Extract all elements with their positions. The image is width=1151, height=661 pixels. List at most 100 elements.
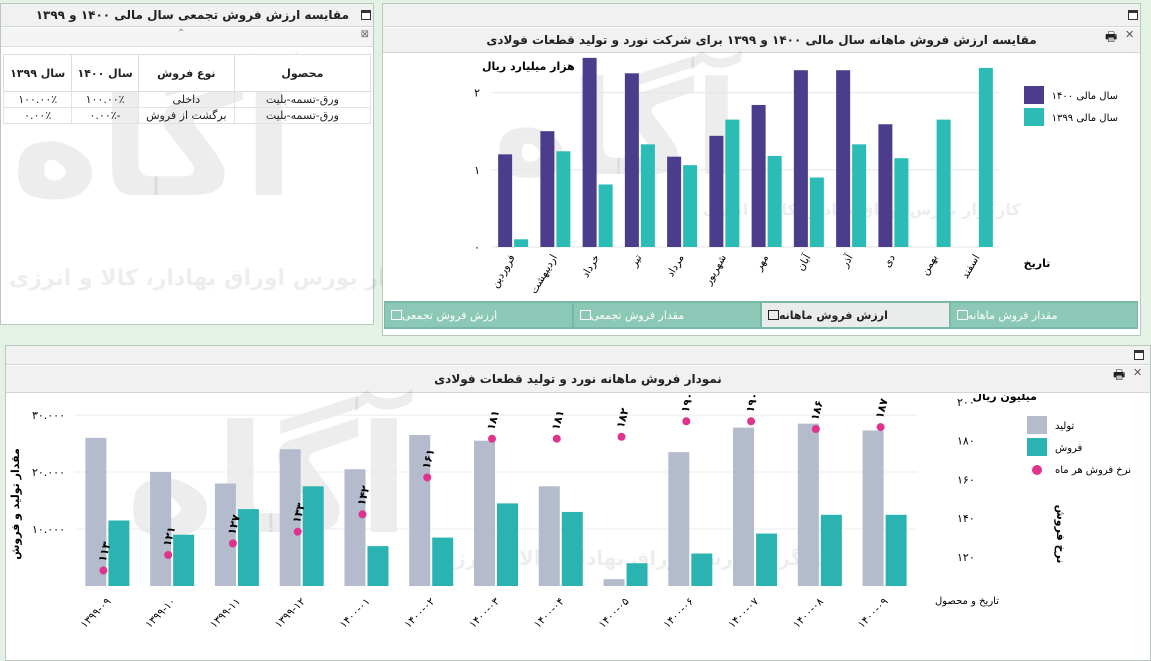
rate-point	[876, 423, 885, 432]
tab-monthly-quantity[interactable]: مقدار فروش ماهانه	[950, 303, 1137, 327]
rate-point	[747, 417, 756, 426]
rate-label: ۱۲۱	[160, 525, 178, 548]
bar-production	[409, 435, 431, 586]
collapse-icon[interactable]: ⌃	[177, 28, 186, 39]
x-tick-label: تیر	[628, 252, 645, 269]
maximize-icon[interactable]	[1128, 10, 1138, 20]
bar-1399	[978, 67, 993, 247]
bar-production	[538, 486, 560, 586]
y-right-tick-label: ۱۲۰	[957, 551, 975, 564]
y-tick-label: ۲	[474, 87, 480, 100]
bar-sales	[367, 546, 389, 586]
bar-sales	[173, 534, 195, 586]
cell-product: ورق-تسمه-بلیت	[233, 107, 372, 124]
production-sales-chart: ۱۰.۰۰۰ ۲۰.۰۰۰ ۳۰.۰۰۰ ۱۲۰ ۱۴۰ ۱۶۰ ۱۸۰ ۲۰۰ مقدار ت…	[9, 394, 1131, 631]
bar-1400	[498, 154, 513, 247]
x-tick-label: ۱۴۰۰-۰۲	[402, 595, 437, 630]
tab-monthly-value[interactable]: ارزش فروش ماهانه	[762, 303, 949, 327]
table-panel-title: مقایسه ارزش فروش تجمعی سال مالی ۱۴۰۰ و ۱…	[35, 8, 349, 22]
maximize-icon[interactable]	[1134, 350, 1144, 360]
rate-label: ۱۸۲	[614, 406, 632, 429]
x-axis-title: تاریخ	[1024, 257, 1051, 270]
table-panel-header	[1, 4, 373, 27]
bottom-panel-header	[6, 346, 1150, 365]
col-header-product[interactable]: محصول	[233, 54, 372, 92]
legend-label: تولید	[1055, 421, 1074, 432]
x-tick-label: ۱۴۰۰-۰۶	[661, 596, 696, 631]
close-icon[interactable]: ⊠	[360, 29, 369, 40]
export-icon[interactable]: ✕	[1133, 366, 1143, 379]
bar-1399	[683, 165, 698, 247]
bar-chart-icon	[956, 310, 968, 320]
rate-label: ۱۳۳	[290, 501, 308, 524]
rate-point	[99, 566, 108, 575]
monthly-panel-header	[383, 4, 1140, 27]
col-header-1399[interactable]: سال ۱۳۹۹	[2, 54, 73, 92]
x-tick-label: ۱۴۰۰-۰۳	[467, 595, 502, 630]
watermark-text: کارگزار بورس اوراق بهادار، کالا و انرژی	[9, 266, 446, 291]
y-axis-title: هزار میلیارد ریال	[482, 60, 575, 73]
bar-1399	[598, 184, 613, 247]
y-tick-label: ۰	[474, 241, 480, 254]
rate-label: ۱۴۲	[355, 484, 373, 507]
export-icon[interactable]: ✕	[1125, 28, 1135, 41]
x-tick-label: ۱۴۰۰-۰۸	[791, 595, 826, 630]
bar-sales	[432, 537, 454, 586]
y-right-unit: میلیون ریال	[972, 394, 1037, 403]
table-row[interactable]: ورق-تسمه-بلیت داخلی ۱۰۰.۰۰٪ ۱۰۰.۰۰٪	[2, 91, 372, 108]
rate-point	[682, 417, 691, 426]
col-header-1400[interactable]: سال ۱۴۰۰	[71, 54, 139, 92]
y-right-tick-label: ۱۸۰	[957, 435, 975, 448]
x-tick-label: بهمن	[919, 253, 940, 278]
legend-label: نرخ فروش هر ماه	[1055, 465, 1131, 476]
x-tick-label: ۱۳۹۹-۱۰	[143, 596, 178, 631]
cell-1399: ۰.۰۰٪	[2, 107, 73, 124]
maximize-icon[interactable]	[361, 10, 371, 20]
bar-production	[797, 423, 819, 586]
rate-point	[488, 434, 496, 443]
col-header-sale-type[interactable]: نوع فروش	[137, 54, 235, 92]
x-tick-label: آذر	[838, 251, 857, 270]
bar-1400	[709, 135, 724, 247]
tab-cumulative-quantity[interactable]: مقدار فروش تجمعی	[573, 303, 760, 327]
rate-label: ۱۸۱	[549, 409, 567, 432]
x-tick-label: مرداد	[664, 253, 686, 280]
cell-product: ورق-تسمه-بلیت	[233, 91, 372, 108]
y-tick-label: ۱	[474, 164, 480, 177]
bottom-chart-title: نمودار فروش ماهانه نورد و تولید قطعات فو…	[6, 366, 1150, 393]
y-left-axis-title: مقدار تولید و فروش	[9, 448, 22, 560]
rate-point	[228, 539, 237, 548]
rate-label: ۱۹۰	[743, 394, 761, 414]
bar-1399	[809, 177, 824, 247]
rate-label: ۱۲۷	[225, 513, 243, 536]
bar-sales	[820, 514, 842, 586]
rate-point	[293, 527, 302, 536]
cell-1400: -۰.۰۰٪	[71, 107, 139, 124]
bar-production	[214, 483, 236, 586]
monthly-chart-title: مقایسه ارزش فروش ماهانه سال مالی ۱۴۰۰ و …	[383, 28, 1140, 53]
print-icon[interactable]: 🖶	[1113, 368, 1126, 383]
table-row[interactable]: ورق-تسمه-بلیت برگشت از فروش -۰.۰۰٪ ۰.۰۰٪	[2, 107, 372, 124]
tab-label: مقدار فروش ماهانه	[967, 308, 1058, 322]
bar-production	[733, 427, 755, 586]
y-left-tick-label: ۲۰.۰۰۰	[32, 466, 65, 479]
print-icon[interactable]: 🖶	[1105, 30, 1118, 45]
bar-1400	[582, 57, 597, 247]
bar-1400	[540, 131, 555, 247]
legend-label: فروش	[1055, 443, 1083, 454]
chart-tabs: ارزش فروش تجمعی مقدار فروش تجمعی ارزش فر…	[384, 301, 1138, 329]
bar-1399	[894, 158, 909, 247]
y-left-tick-label: ۳۰.۰۰۰	[32, 409, 65, 422]
x-tick-label: ۱۴۰۰-۰۴	[532, 596, 567, 631]
tab-cumulative-value[interactable]: ارزش فروش تجمعی	[385, 303, 572, 327]
x-tick-label: فروردین	[489, 253, 518, 291]
bar-1400	[624, 73, 639, 247]
bar-sales	[756, 533, 778, 586]
table-panel-subbar: ⊠ ⌃	[1, 28, 373, 47]
bar-1399	[640, 144, 655, 247]
x-tick-label: ۱۳۹۹-۱۱	[208, 596, 243, 631]
legend-label: سال مالی ۱۴۰۰	[1052, 91, 1118, 102]
table-panel: مقایسه ارزش فروش تجمعی سال مالی ۱۴۰۰ و ۱…	[0, 3, 446, 325]
bar-1399	[852, 144, 867, 247]
legend-swatch	[1032, 465, 1042, 475]
